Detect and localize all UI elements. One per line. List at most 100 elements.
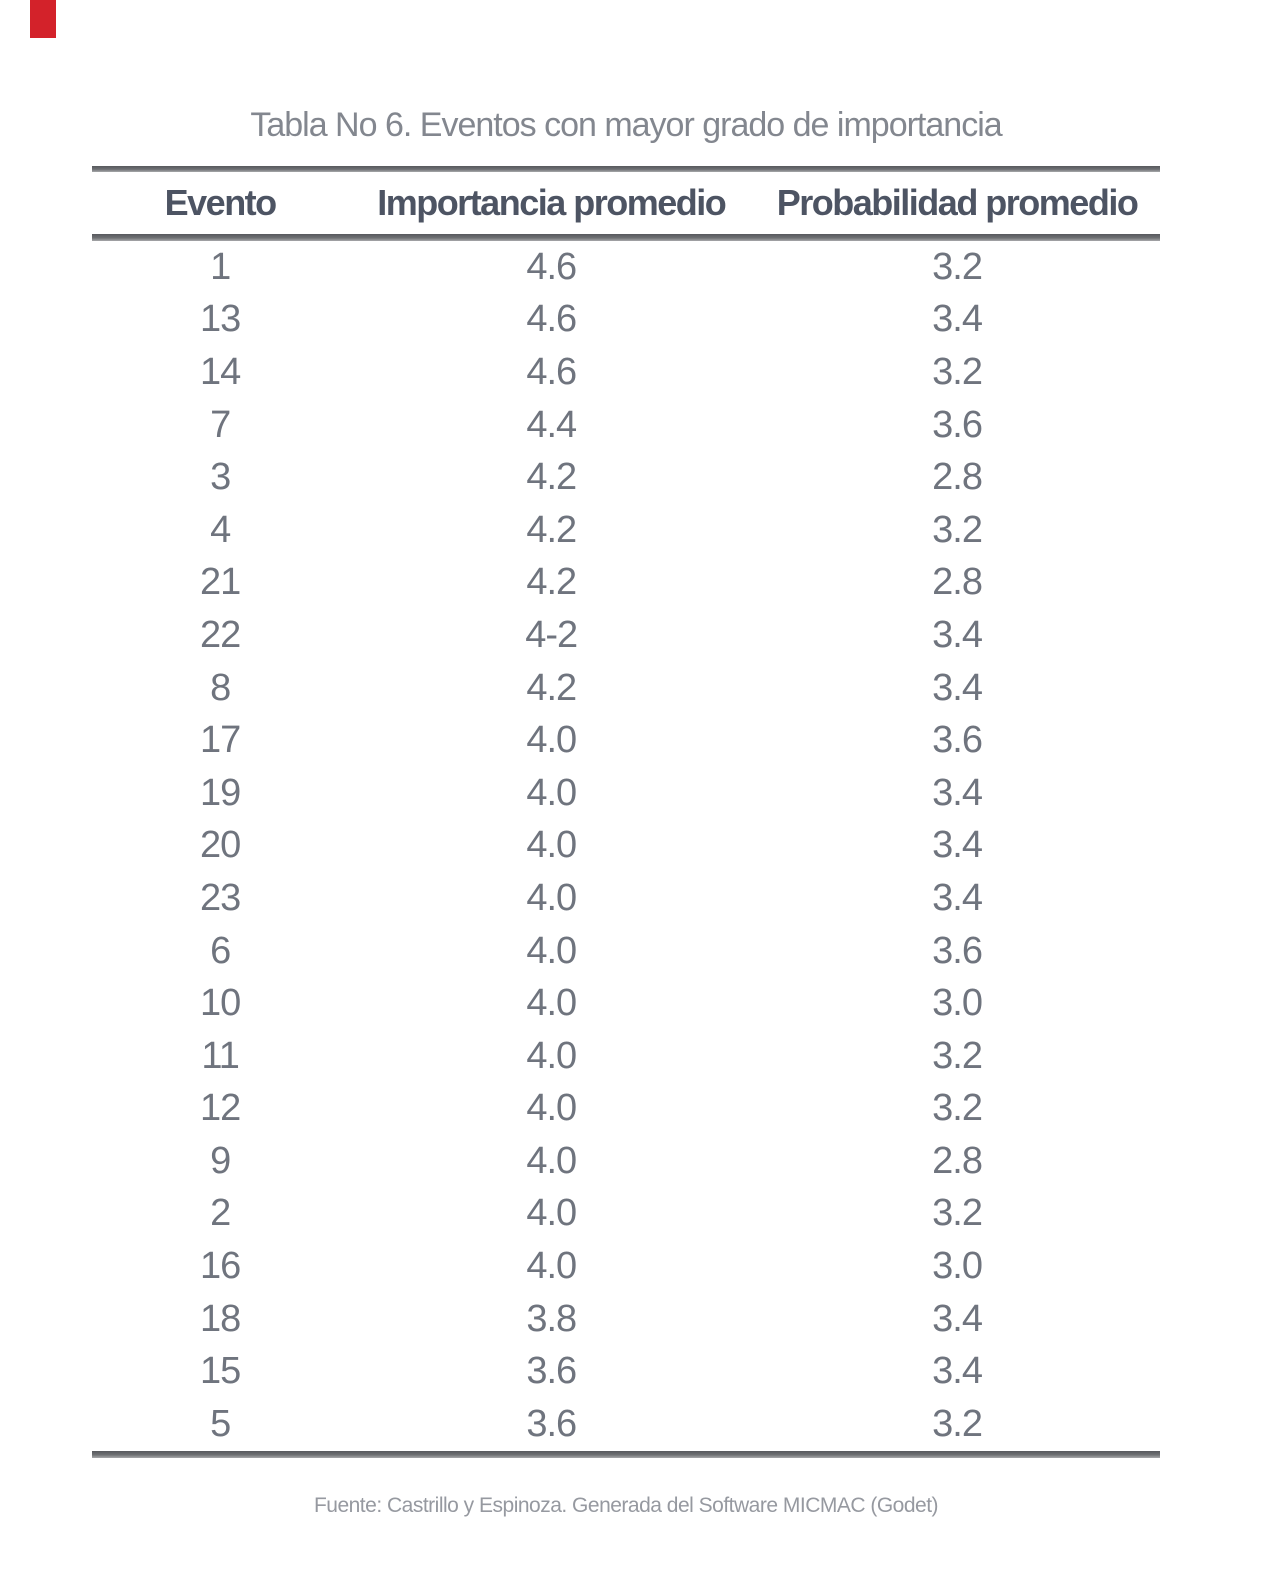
table-cell-evento: 9 (210, 1139, 231, 1182)
table-cell-importancia: 4.0 (526, 1245, 577, 1288)
table-cell-importancia: 4.2 (526, 456, 577, 499)
table-cell-probabilidad: 3.4 (932, 771, 983, 814)
table-cell-evento: 16 (200, 1245, 241, 1288)
table-cell-evento: 5 (210, 1402, 231, 1445)
table-cell-importancia: 4.0 (526, 876, 577, 919)
table-row: 1 4.6 3.2 (92, 241, 1160, 294)
table-cell-evento: 17 (200, 719, 241, 762)
table-cell-probabilidad: 3.6 (932, 719, 983, 762)
table-cell-probabilidad: 3.4 (932, 1350, 983, 1393)
table-cell-importancia: 4.0 (526, 824, 577, 867)
column-header-evento: Evento (164, 182, 278, 223)
table-row: 8 4.2 3.4 (92, 662, 1160, 715)
table-row: 4 4.2 3.2 (92, 504, 1160, 557)
table-row: 12 4.0 3.2 (92, 1083, 1160, 1136)
table-cell-importancia: 4.2 (526, 561, 577, 604)
table-cell-evento: 12 (200, 1087, 241, 1130)
table-cell-importancia: 4.0 (526, 1034, 577, 1077)
table-bottom-rule (92, 1450, 1160, 1458)
table-cell-evento: 20 (200, 824, 241, 867)
table-cell-probabilidad: 2.8 (932, 456, 983, 499)
table-cell-probabilidad: 3.6 (932, 403, 983, 446)
table-row: 19 4.0 3.4 (92, 767, 1160, 820)
table-cell-evento: 3 (210, 456, 231, 499)
table-cell-evento: 2 (210, 1192, 231, 1235)
table-cell-importancia: 3.6 (526, 1350, 577, 1393)
table-cell-probabilidad: 3.2 (932, 1087, 983, 1130)
table-cell-evento: 10 (200, 982, 241, 1025)
table-row: 22 4-2 3.4 (92, 609, 1160, 662)
table-cell-evento: 15 (200, 1350, 241, 1393)
table-cell-probabilidad: 3.6 (932, 929, 983, 972)
table-cell-probabilidad: 2.8 (932, 1139, 983, 1182)
table-header-rule (92, 234, 1160, 241)
table-cell-importancia: 4.0 (526, 1087, 577, 1130)
table-cell-evento: 1 (210, 245, 231, 288)
table-cell-evento: 14 (200, 350, 241, 393)
table-cell-importancia: 3.8 (526, 1297, 577, 1340)
table-cell-evento: 7 (210, 403, 231, 446)
table-cell-importancia: 4.0 (526, 1139, 577, 1182)
table-cell-probabilidad: 3.4 (932, 1297, 983, 1340)
table-cell-importancia: 4.6 (526, 245, 577, 288)
table-row: 11 4.0 3.2 (92, 1030, 1160, 1083)
table-cell-probabilidad: 3.2 (932, 1402, 983, 1445)
table-cell-probabilidad: 3.4 (932, 298, 983, 341)
table-cell-probabilidad: 3.2 (932, 508, 983, 551)
table-cell-probabilidad: 3.4 (932, 666, 983, 709)
table-cell-probabilidad: 3.4 (932, 876, 983, 919)
table-row: 23 4.0 3.4 (92, 872, 1160, 925)
table-cell-probabilidad: 3.0 (932, 1245, 983, 1288)
table-row: 5 3.6 3.2 (92, 1398, 1160, 1451)
table-cell-evento: 11 (201, 1034, 239, 1077)
table-top-rule (92, 166, 1160, 172)
table-cell-importancia: 4.2 (526, 666, 577, 709)
events-importance-table: Evento Importancia promedio Probabilidad… (92, 166, 1160, 1458)
table-cell-evento: 23 (200, 876, 241, 919)
table-cell-importancia: 4.0 (526, 929, 577, 972)
table-row: 17 4.0 3.6 (92, 714, 1160, 767)
table-cell-importancia: 4.4 (526, 403, 577, 446)
table-row: 20 4.0 3.4 (92, 820, 1160, 873)
table-cell-evento: 4 (210, 508, 231, 551)
table-row: 14 4.6 3.2 (92, 346, 1160, 399)
table-row: 21 4.2 2.8 (92, 557, 1160, 610)
table-cell-importancia: 4.0 (526, 982, 577, 1025)
table-row: 3 4.2 2.8 (92, 451, 1160, 504)
table-cell-importancia: 4.0 (526, 771, 577, 814)
table-cell-probabilidad: 2.8 (932, 561, 983, 604)
table-cell-probabilidad: 3.4 (932, 613, 983, 656)
table-cell-evento: 6 (210, 929, 231, 972)
table-row: 2 4.0 3.2 (92, 1188, 1160, 1241)
table-cell-probabilidad: 3.0 (932, 982, 983, 1025)
table-cell-importancia: 4.0 (526, 719, 577, 762)
table-cell-probabilidad: 3.2 (932, 350, 983, 393)
column-header-probabilidad-promedio: Probabilidad promedio (776, 182, 1139, 223)
table-cell-importancia: 4.6 (526, 298, 577, 341)
table-row: 9 4.0 2.8 (92, 1135, 1160, 1188)
table-header-row: Evento Importancia promedio Probabilidad… (92, 172, 1160, 234)
table-cell-importancia: 4.6 (526, 350, 577, 393)
table-body: 1 4.6 3.2 13 4.6 3.4 14 4.6 3.2 7 4.4 3.… (92, 241, 1160, 1451)
table-cell-probabilidad: 3.2 (932, 245, 983, 288)
table-cell-probabilidad: 3.2 (932, 1192, 983, 1235)
table-cell-importancia: 4.0 (526, 1192, 577, 1235)
table-cell-evento: 18 (200, 1297, 241, 1340)
table-row: 18 3.8 3.4 (92, 1293, 1160, 1346)
table-row: 15 3.6 3.4 (92, 1345, 1160, 1398)
column-header-importancia-promedio: Importancia promedio (377, 182, 727, 223)
table-row: 10 4.0 3.0 (92, 977, 1160, 1030)
page-edge-red-mark (30, 0, 56, 38)
source-note: Fuente: Castrillo y Espinoza. Generada d… (313, 1494, 939, 1517)
table-row: 13 4.6 3.4 (92, 294, 1160, 347)
table-cell-evento: 8 (210, 666, 231, 709)
table-cell-probabilidad: 3.2 (932, 1034, 983, 1077)
table-cell-probabilidad: 3.4 (932, 824, 983, 867)
table-row: 16 4.0 3.0 (92, 1240, 1160, 1293)
table-cell-importancia: 4.2 (526, 508, 577, 551)
table-cell-importancia: 4-2 (525, 613, 578, 656)
table-cell-evento: 19 (200, 771, 241, 814)
table-row: 6 4.0 3.6 (92, 925, 1160, 978)
table-row: 7 4.4 3.6 (92, 399, 1160, 452)
